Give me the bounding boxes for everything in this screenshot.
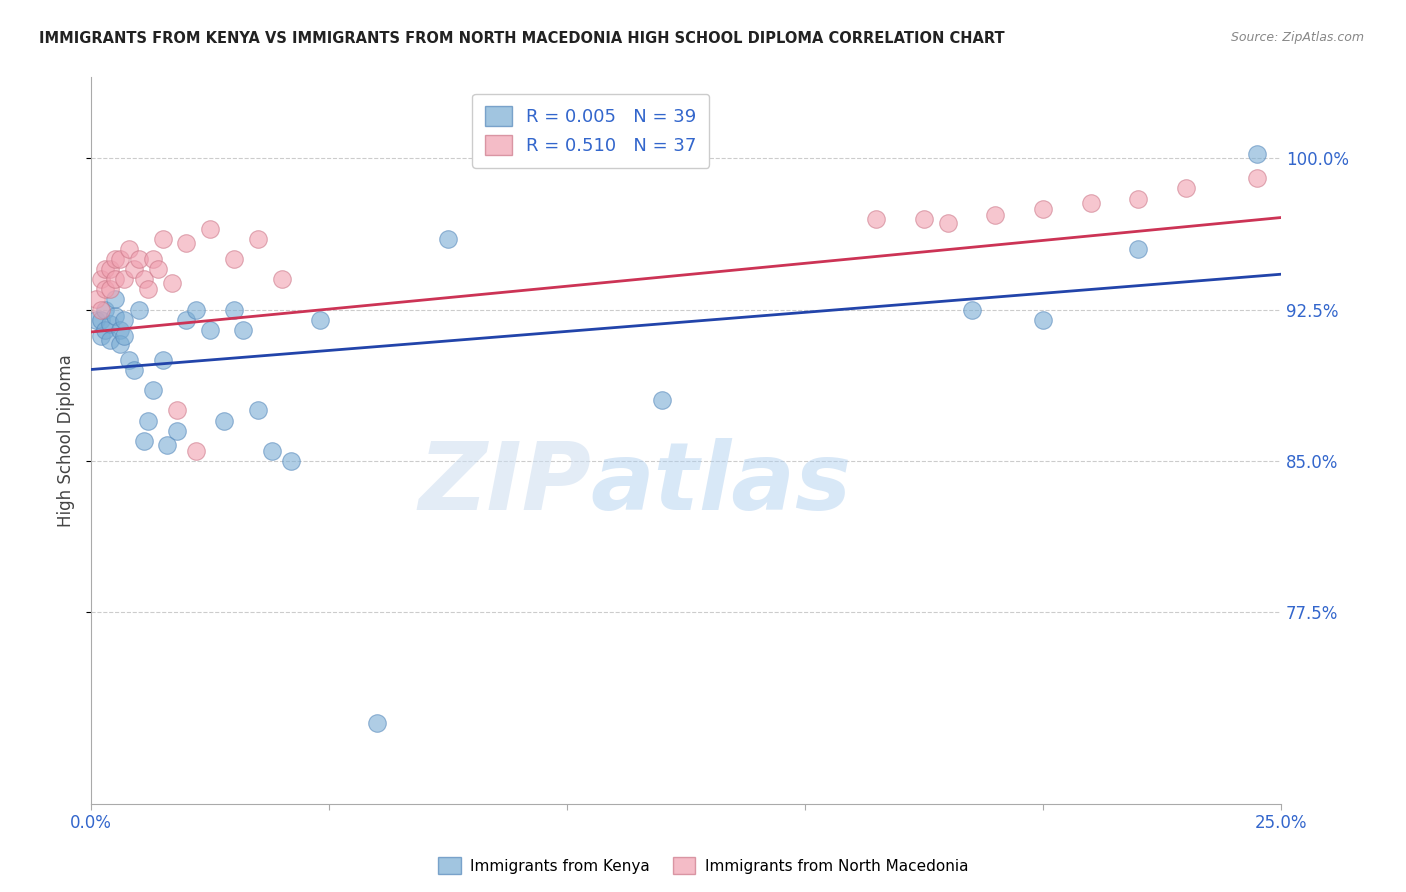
- Point: [198, 323, 221, 337]
- Text: IMMIGRANTS FROM KENYA VS IMMIGRANTS FROM NORTH MACEDONIA HIGH SCHOOL DIPLOMA COR: IMMIGRANTS FROM KENYA VS IMMIGRANTS FROM…: [39, 31, 1005, 46]
- Legend: Immigrants from Kenya, Immigrants from North Macedonia: Immigrants from Kenya, Immigrants from N…: [432, 851, 974, 880]
- Legend: R = 0.005   N = 39, R = 0.510   N = 37: R = 0.005 N = 39, R = 0.510 N = 37: [472, 94, 710, 168]
- Point: [176, 235, 198, 250]
- Point: [184, 302, 207, 317]
- Point: [912, 211, 935, 226]
- Point: [232, 323, 254, 337]
- Point: [222, 252, 245, 266]
- Point: [118, 242, 141, 256]
- Point: [308, 312, 330, 326]
- Point: [98, 333, 121, 347]
- Point: [166, 424, 188, 438]
- Point: [160, 277, 183, 291]
- Point: [136, 282, 159, 296]
- Point: [260, 443, 283, 458]
- Point: [1032, 202, 1054, 216]
- Text: ZIP: ZIP: [418, 438, 591, 531]
- Point: [280, 454, 302, 468]
- Point: [1032, 312, 1054, 326]
- Point: [366, 716, 388, 731]
- Point: [108, 252, 131, 266]
- Point: [94, 302, 117, 317]
- Point: [132, 272, 155, 286]
- Point: [84, 293, 107, 307]
- Point: [90, 312, 112, 326]
- Point: [98, 317, 121, 331]
- Point: [94, 282, 117, 296]
- Point: [94, 262, 117, 277]
- Point: [98, 262, 121, 277]
- Point: [1246, 171, 1268, 186]
- Point: [104, 252, 127, 266]
- Point: [1128, 192, 1150, 206]
- Point: [90, 272, 112, 286]
- Point: [136, 413, 159, 427]
- Point: [114, 272, 136, 286]
- Point: [156, 438, 179, 452]
- Point: [437, 232, 460, 246]
- Point: [1080, 195, 1102, 210]
- Point: [90, 328, 112, 343]
- Text: atlas: atlas: [591, 438, 852, 531]
- Point: [114, 312, 136, 326]
- Point: [142, 252, 165, 266]
- Point: [94, 323, 117, 337]
- Point: [146, 262, 169, 277]
- Point: [108, 323, 131, 337]
- Point: [166, 403, 188, 417]
- Point: [122, 262, 145, 277]
- Point: [152, 232, 174, 246]
- Point: [142, 384, 165, 398]
- Point: [1128, 242, 1150, 256]
- Point: [132, 434, 155, 448]
- Point: [90, 302, 112, 317]
- Text: Source: ZipAtlas.com: Source: ZipAtlas.com: [1230, 31, 1364, 45]
- Point: [152, 353, 174, 368]
- Point: [984, 208, 1007, 222]
- Point: [118, 353, 141, 368]
- Point: [104, 272, 127, 286]
- Point: [184, 443, 207, 458]
- Point: [865, 211, 887, 226]
- Point: [176, 312, 198, 326]
- Point: [198, 222, 221, 236]
- Point: [104, 293, 127, 307]
- Point: [222, 302, 245, 317]
- Point: [122, 363, 145, 377]
- Point: [960, 302, 983, 317]
- Point: [270, 272, 292, 286]
- Point: [84, 312, 107, 326]
- Point: [98, 282, 121, 296]
- Point: [936, 216, 959, 230]
- Point: [128, 252, 150, 266]
- Point: [651, 393, 673, 408]
- Point: [104, 309, 127, 323]
- Point: [246, 232, 269, 246]
- Y-axis label: High School Diploma: High School Diploma: [58, 354, 75, 527]
- Point: [246, 403, 269, 417]
- Point: [114, 328, 136, 343]
- Point: [214, 413, 236, 427]
- Point: [108, 336, 131, 351]
- Point: [1246, 147, 1268, 161]
- Point: [1174, 181, 1197, 195]
- Point: [128, 302, 150, 317]
